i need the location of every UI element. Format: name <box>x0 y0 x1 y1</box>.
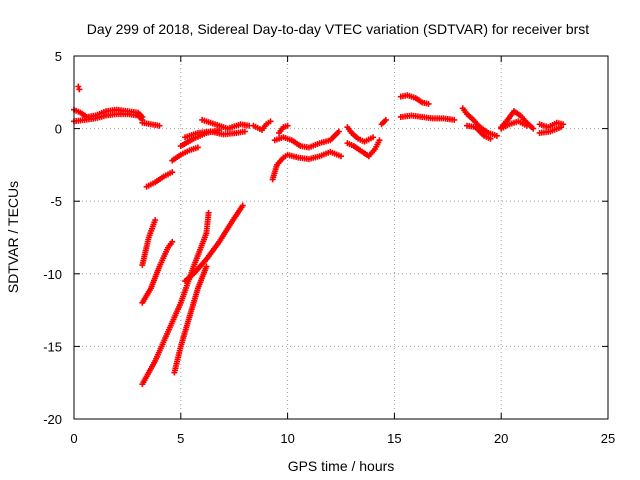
data-segment <box>536 124 565 136</box>
data-segment <box>464 122 494 142</box>
data-segment <box>344 137 383 160</box>
data-segment <box>344 124 377 145</box>
data-segment <box>269 148 344 183</box>
axis-ticks <box>73 55 609 420</box>
x-tick-label: 5 <box>177 431 184 446</box>
y-axis-label: SDTVAR / TECUs <box>5 181 21 293</box>
data-point <box>241 128 248 135</box>
data-point <box>376 137 383 144</box>
data-segment <box>271 128 342 151</box>
data-point <box>203 263 210 270</box>
data-segment <box>397 112 458 123</box>
data-segment <box>182 128 248 141</box>
data-segment <box>143 169 176 190</box>
data-point <box>451 116 458 123</box>
x-axis-label: GPS time / hours <box>288 458 395 474</box>
data-segment <box>459 105 500 139</box>
x-tick-label: 0 <box>70 431 77 446</box>
data-point <box>152 217 159 224</box>
data-point <box>530 125 537 132</box>
y-tick-label: -5 <box>50 194 62 209</box>
data-point <box>487 135 494 142</box>
x-tick-label: 10 <box>280 431 294 446</box>
data-point <box>75 83 82 90</box>
data-point <box>284 122 291 129</box>
y-tick-label: -10 <box>43 267 62 282</box>
chart-title: Day 299 of 2018, Sidereal Day-to-day VTE… <box>87 21 589 37</box>
y-tick-label: 0 <box>55 122 62 137</box>
data-segment <box>139 217 159 269</box>
data-point <box>76 86 83 93</box>
data-point <box>194 144 201 151</box>
data-segment <box>171 263 210 376</box>
data-segment <box>169 144 201 164</box>
x-tick-label: 20 <box>494 431 508 446</box>
data-point <box>169 238 176 245</box>
data-point <box>370 134 377 141</box>
data-segment <box>139 238 176 306</box>
data-segment <box>182 202 246 285</box>
data-points <box>71 83 567 388</box>
data-segment <box>397 92 432 107</box>
data-point <box>205 209 212 216</box>
data-point <box>267 118 274 125</box>
y-tick-label: -20 <box>43 412 62 427</box>
plot-frame <box>73 55 609 420</box>
y-tick-label: 5 <box>55 49 62 64</box>
x-tick-label: 15 <box>387 431 401 446</box>
data-point <box>239 202 246 209</box>
data-point <box>156 122 163 129</box>
data-segment <box>75 83 83 93</box>
data-point <box>338 153 344 160</box>
data-segment <box>199 116 253 132</box>
data-segment <box>139 119 163 129</box>
x-tick-label: 25 <box>601 431 615 446</box>
data-point <box>558 124 565 131</box>
data-point <box>335 128 342 135</box>
grid-lines <box>74 56 608 419</box>
data-segment <box>378 116 389 128</box>
data-segment <box>250 118 274 134</box>
x-tick-labels: 0 5 10 15 20 25 <box>70 431 615 446</box>
data-point <box>523 122 530 129</box>
data-point <box>169 169 176 176</box>
data-segment <box>498 118 530 132</box>
data-point <box>382 116 389 123</box>
y-tick-label: -15 <box>43 339 62 354</box>
data-point <box>425 100 432 107</box>
y-tick-labels: 5 0 -5 -10 -15 -20 <box>43 49 62 427</box>
data-segment <box>276 122 291 136</box>
data-point <box>493 132 500 139</box>
